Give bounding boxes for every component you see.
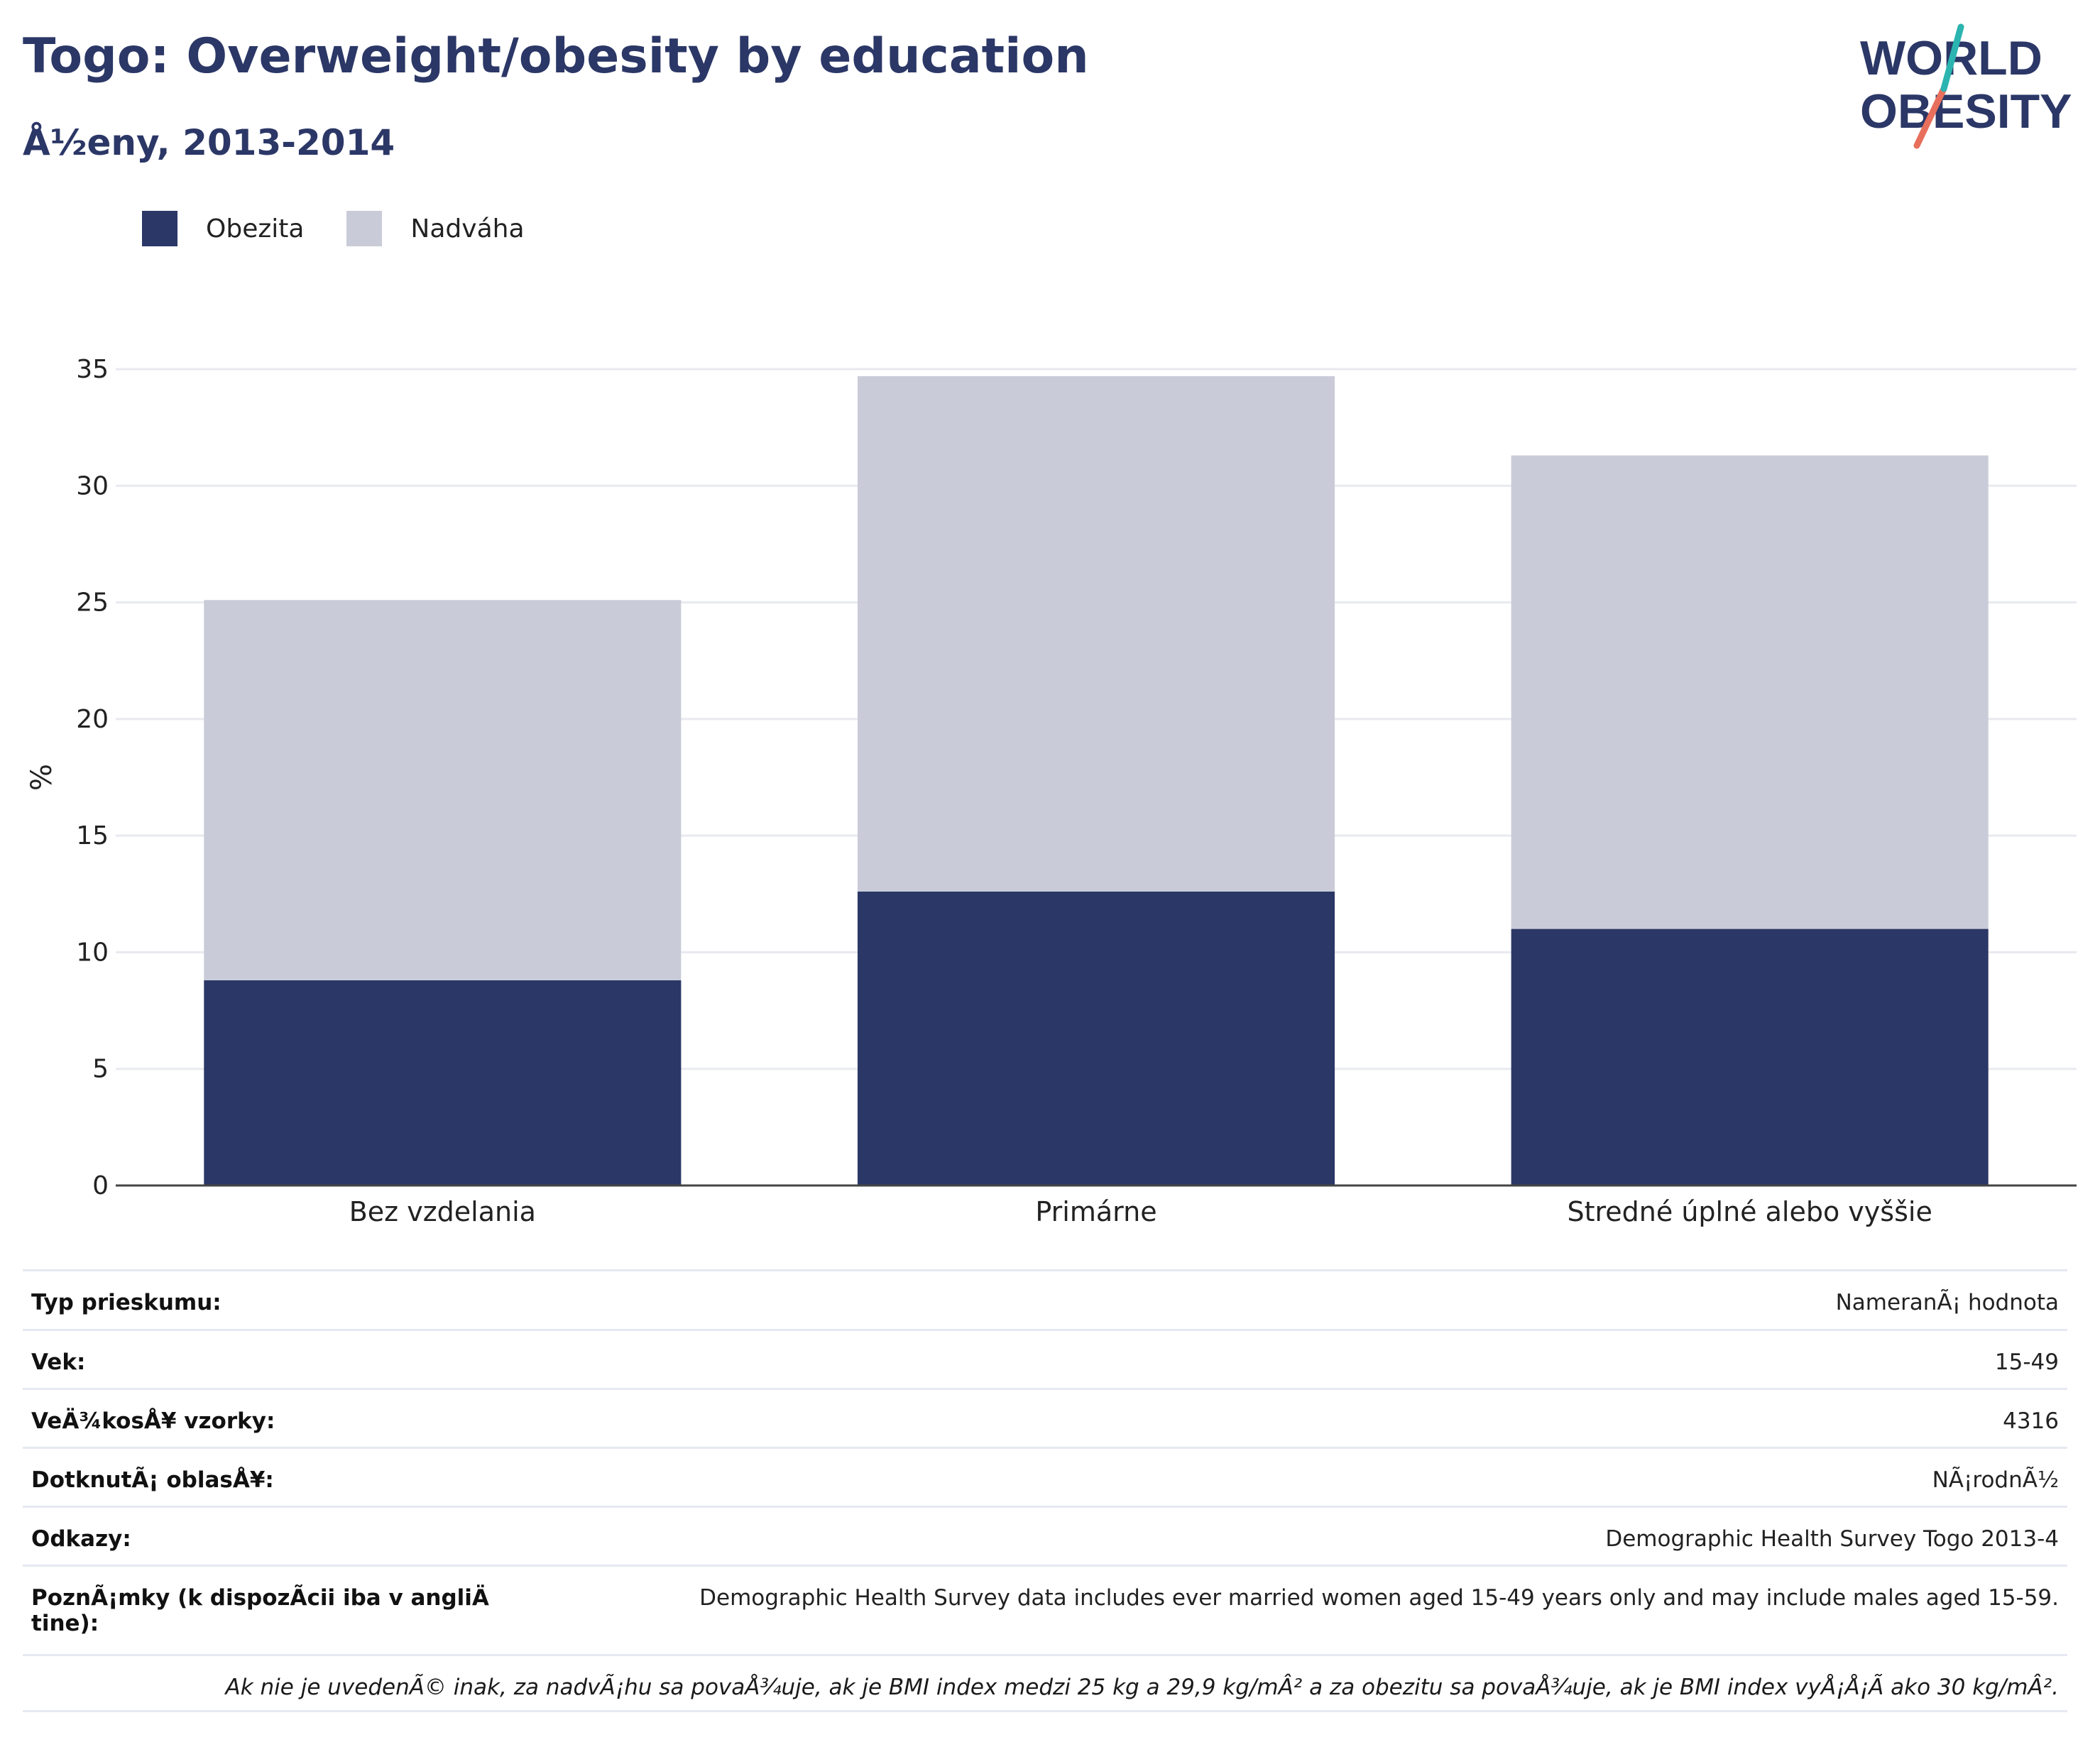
meta-key: PoznÃ¡mky (k dispozÃcii iba v angliÄ tin…	[31, 1585, 489, 1636]
legend: Obezita Nadváha	[142, 211, 567, 246]
meta-key: DotknutÃ¡ oblasÅ¥:	[31, 1467, 274, 1493]
bar-nadváha	[1511, 455, 1989, 929]
meta-row-references: Odkazy: Demographic Health Survey Togo 2…	[23, 1506, 2067, 1565]
meta-value: Demographic Health Survey data includes …	[699, 1585, 2059, 1611]
chart-subtitle: Å½eny, 2013-2014	[23, 122, 395, 163]
legend-item-obezita[interactable]: Obezita	[142, 211, 304, 246]
y-tick-label: 10	[76, 938, 109, 967]
y-tick-label: 0	[92, 1171, 109, 1200]
meta-footnote-row: Ak nie je uvedenÃ© inak, za nadvÃ¡hu sa …	[23, 1654, 2067, 1712]
chart-title: Togo: Overweight/obesity by education	[23, 28, 1089, 84]
meta-row-sample-size: VeÄ¾kosÅ¥ vzorky: 4316	[23, 1388, 2067, 1447]
footnote-text: Ak nie je uvedenÃ© inak, za nadvÃ¡hu sa …	[225, 1675, 2059, 1700]
y-tick-label: 25	[76, 588, 109, 618]
meta-value: 15-49	[1994, 1349, 2059, 1375]
legend-swatch-nadvaha	[346, 211, 383, 246]
meta-key: VeÄ¾kosÅ¥ vzorky:	[31, 1408, 275, 1434]
legend-label-nadvaha: Nadváha	[410, 214, 525, 243]
bar-obezita	[1511, 929, 1989, 1185]
world-obesity-logo: WORLD OBESITY	[1860, 23, 2072, 149]
meta-link[interactable]: Demographic Health Survey Togo 2013-4	[1605, 1526, 2059, 1552]
meta-row-survey-type: Typ prieskumu: NameranÃ¡ hodnota	[23, 1269, 2067, 1329]
x-tick-label: Bez vzdelania	[349, 1196, 536, 1227]
survey-metadata-table: Typ prieskumu: NameranÃ¡ hodnota Vek: 15…	[23, 1269, 2067, 1712]
bar-obezita	[857, 892, 1335, 1185]
x-tick-label: Stredné úplné alebo vyššie	[1567, 1196, 1932, 1227]
y-tick-label: 35	[76, 355, 109, 384]
meta-row-notes: PoznÃ¡mky (k dispozÃcii iba v angliÄ tin…	[23, 1565, 2067, 1654]
legend-item-nadvaha[interactable]: Nadváha	[346, 211, 525, 246]
stacked-bar-chart: 0 5 10 15 20 25 30 35 Bez vzdelania Primárne Stred…	[26, 355, 2077, 1227]
meta-key: Typ prieskumu:	[31, 1290, 222, 1315]
bar-nadváha	[204, 600, 682, 980]
legend-label-obezita: Obezita	[206, 214, 305, 243]
y-tick-label: 15	[76, 821, 109, 850]
y-tick-label: 20	[76, 705, 109, 734]
bar-obezita	[204, 980, 682, 1185]
x-tick-label: Primárne	[1035, 1196, 1156, 1227]
meta-value: 4316	[2003, 1408, 2059, 1434]
y-tick-label: 30	[76, 471, 109, 500]
meta-key: Vek:	[31, 1349, 86, 1375]
y-axis-label: %	[26, 764, 58, 791]
bar-nadváha	[857, 376, 1335, 892]
meta-row-age: Vek: 15-49	[23, 1329, 2067, 1388]
logo-text-obesity: OBESITY	[1860, 84, 2072, 138]
y-tick-label: 5	[92, 1055, 109, 1084]
meta-value: NÃ¡rodnÃ½	[1932, 1467, 2059, 1493]
meta-value: NameranÃ¡ hodnota	[1835, 1290, 2059, 1315]
meta-row-area: DotknutÃ¡ oblasÅ¥: NÃ¡rodnÃ½	[23, 1447, 2067, 1506]
legend-swatch-obezita	[142, 211, 177, 246]
meta-key: Odkazy:	[31, 1526, 131, 1552]
